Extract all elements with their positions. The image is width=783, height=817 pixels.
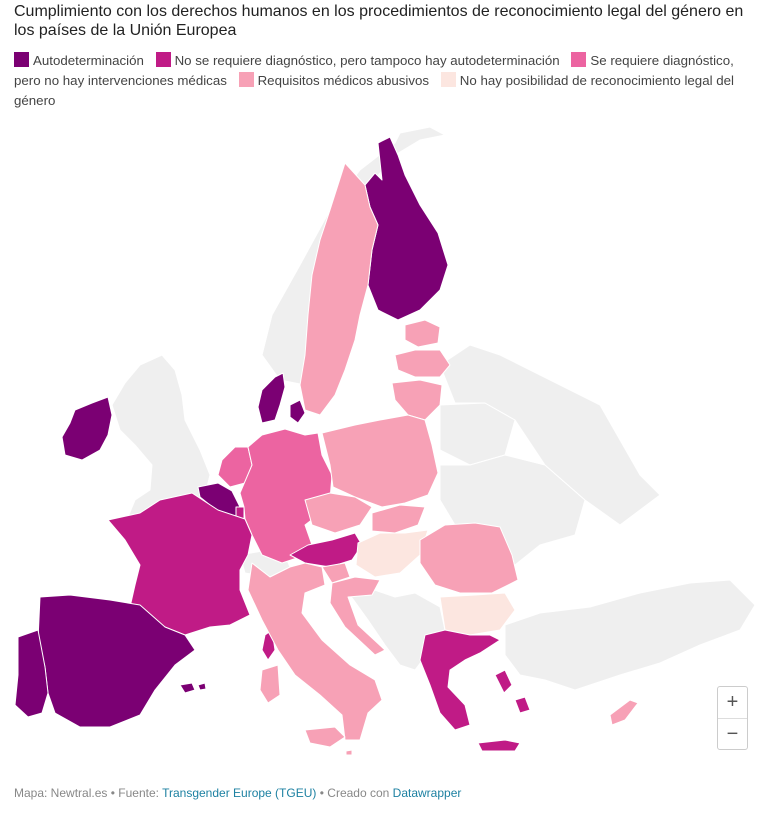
country-spain-mallorca[interactable] [197,682,207,691]
country-greece-islands[interactable] [494,669,513,694]
country-germany[interactable] [239,428,333,564]
source-prefix: Fuente: [118,786,159,800]
country-united-kingdom[interactable] [111,354,211,518]
country-italy-sicily[interactable] [304,726,346,748]
legend-swatch [571,52,587,67]
country-czechia[interactable] [304,492,373,534]
country-latvia[interactable] [394,349,451,378]
legend-swatch [155,52,171,67]
chart-title: Cumplimiento con los derechos humanos en… [14,3,744,39]
country-italy[interactable] [247,562,383,741]
map-credit: Mapa: Newtral.es [14,786,108,800]
country-italy-sardinia[interactable] [259,664,281,704]
zoom-control: + − [717,686,748,750]
legend-swatch [440,72,456,87]
country-sweden[interactable] [299,162,379,416]
zoom-out-button[interactable]: − [726,723,739,745]
footer: Mapa: Newtral.es • Fuente: Transgender E… [14,786,461,800]
zoom-in-button[interactable]: + [726,691,739,713]
legend-label: Requisitos médicos abusivos [257,73,430,88]
country-denmark[interactable] [257,372,286,424]
country-slovenia[interactable] [321,562,351,584]
country-hungary[interactable] [355,529,429,578]
country-poland[interactable] [321,414,439,508]
country-slovakia[interactable] [371,504,426,534]
country-malta[interactable] [345,749,353,756]
country-lithuania[interactable] [391,379,443,421]
country-spain-baleares[interactable] [179,682,196,694]
legend-item-no-diagnostico: No se requiere diagnóstico, pero tampoco… [155,52,560,68]
legend-swatch [238,72,254,87]
country-greece-crete[interactable] [477,739,521,752]
legend-item-requisitos-abusivos: Requisitos médicos abusivos [238,72,430,88]
footer-separator: • [319,786,324,800]
country-greece[interactable] [419,629,501,731]
zoom-divider [718,718,747,719]
country-greece-east-islands[interactable] [514,696,531,714]
legend-item-autodeterminacion: Autodeterminación [14,52,144,68]
footer-separator: • [110,786,115,800]
source-link[interactable]: Transgender Europe (TGEU) [162,786,317,800]
datawrapper-link[interactable]: Datawrapper [392,786,462,800]
legend-item-diagnostico: Se requiere diagnóstico, pero no hay int… [14,52,734,88]
country-romania[interactable] [419,522,519,594]
legend-label: Autodeterminación [33,53,144,68]
legend-label: Se requiere diagnóstico, pero no hay int… [14,53,734,88]
country-ireland[interactable] [61,396,113,461]
europe-map[interactable] [0,115,783,765]
country-croatia[interactable] [329,576,386,656]
legend-label: No se requiere diagnóstico, pero tampoco… [174,53,560,68]
country-france[interactable] [107,492,253,636]
legend-label: No hay posibilidad de reconocimiento leg… [14,73,734,108]
legend-item-sin-reconocimiento: No hay posibilidad de reconocimiento leg… [14,72,734,108]
country-bulgaria[interactable] [439,592,516,636]
country-estonia[interactable] [404,319,441,348]
country-denmark-zealand[interactable] [289,399,306,424]
country-portugal[interactable] [14,629,49,718]
country-cyprus[interactable] [609,699,639,726]
country-turkey[interactable] [504,579,756,691]
legend-swatch [14,52,29,67]
legend: Autodeterminación No se requiere diagnós… [14,51,759,111]
country-russia[interactable] [439,344,661,526]
created-prefix: Creado con [327,786,390,800]
